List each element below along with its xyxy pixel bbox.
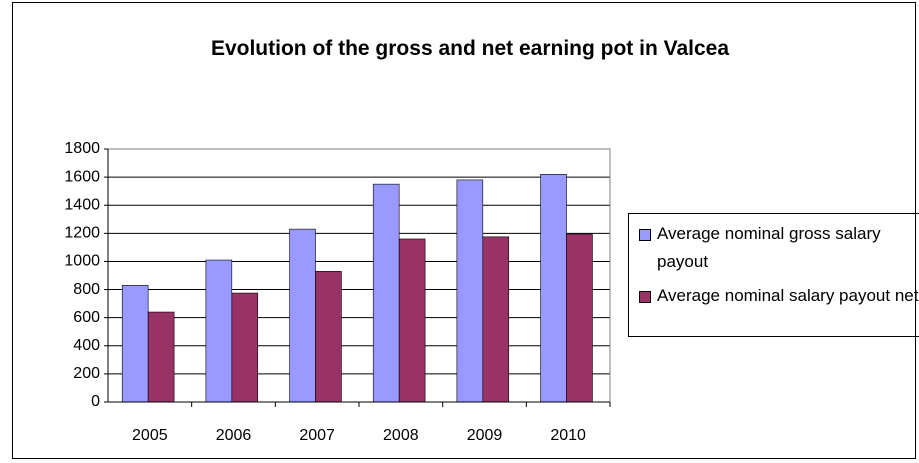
y-tick-label: 1000 xyxy=(64,253,100,270)
legend-label: Average nominal gross salary payout xyxy=(657,224,881,271)
legend-label: Average nominal salary payout net xyxy=(657,286,919,305)
bar xyxy=(205,259,233,403)
y-tick-label: 1600 xyxy=(64,168,100,185)
legend-item: Average nominal gross salary payout xyxy=(639,220,919,276)
bar xyxy=(566,233,593,403)
y-tick-label: 600 xyxy=(73,309,100,326)
y-tick-label: 1800 xyxy=(64,140,100,157)
bar xyxy=(121,285,149,403)
bar xyxy=(456,179,484,403)
bar xyxy=(231,292,259,403)
y-tick-label: 1200 xyxy=(64,225,100,242)
y-tick-label: 800 xyxy=(73,281,100,298)
x-tick-label: 2009 xyxy=(467,427,503,444)
plot-area xyxy=(107,148,611,403)
x-tick-label: 2005 xyxy=(132,427,168,444)
y-tick-label: 200 xyxy=(73,365,100,382)
bar xyxy=(289,228,316,403)
chart-title: Evolution of the gross and net earning p… xyxy=(210,37,730,60)
bar xyxy=(398,238,426,403)
chart-frame xyxy=(12,2,916,459)
bar xyxy=(372,183,400,403)
bar xyxy=(482,236,510,403)
y-tick-label: 1400 xyxy=(64,196,100,213)
legend-swatch xyxy=(639,291,651,303)
legend-swatch xyxy=(639,229,651,241)
x-tick-label: 2008 xyxy=(383,427,419,444)
x-tick-label: 2010 xyxy=(550,427,586,444)
bar xyxy=(147,311,175,403)
legend: Average nominal gross salary payout Avera… xyxy=(628,213,919,337)
legend-item: Average nominal salary payout net xyxy=(639,282,919,310)
x-tick-label: 2007 xyxy=(299,427,335,444)
y-tick-label: 400 xyxy=(73,337,100,354)
y-tick-label: 0 xyxy=(91,393,100,410)
bar xyxy=(315,270,342,403)
bar xyxy=(540,174,567,403)
x-tick-label: 2006 xyxy=(216,427,252,444)
